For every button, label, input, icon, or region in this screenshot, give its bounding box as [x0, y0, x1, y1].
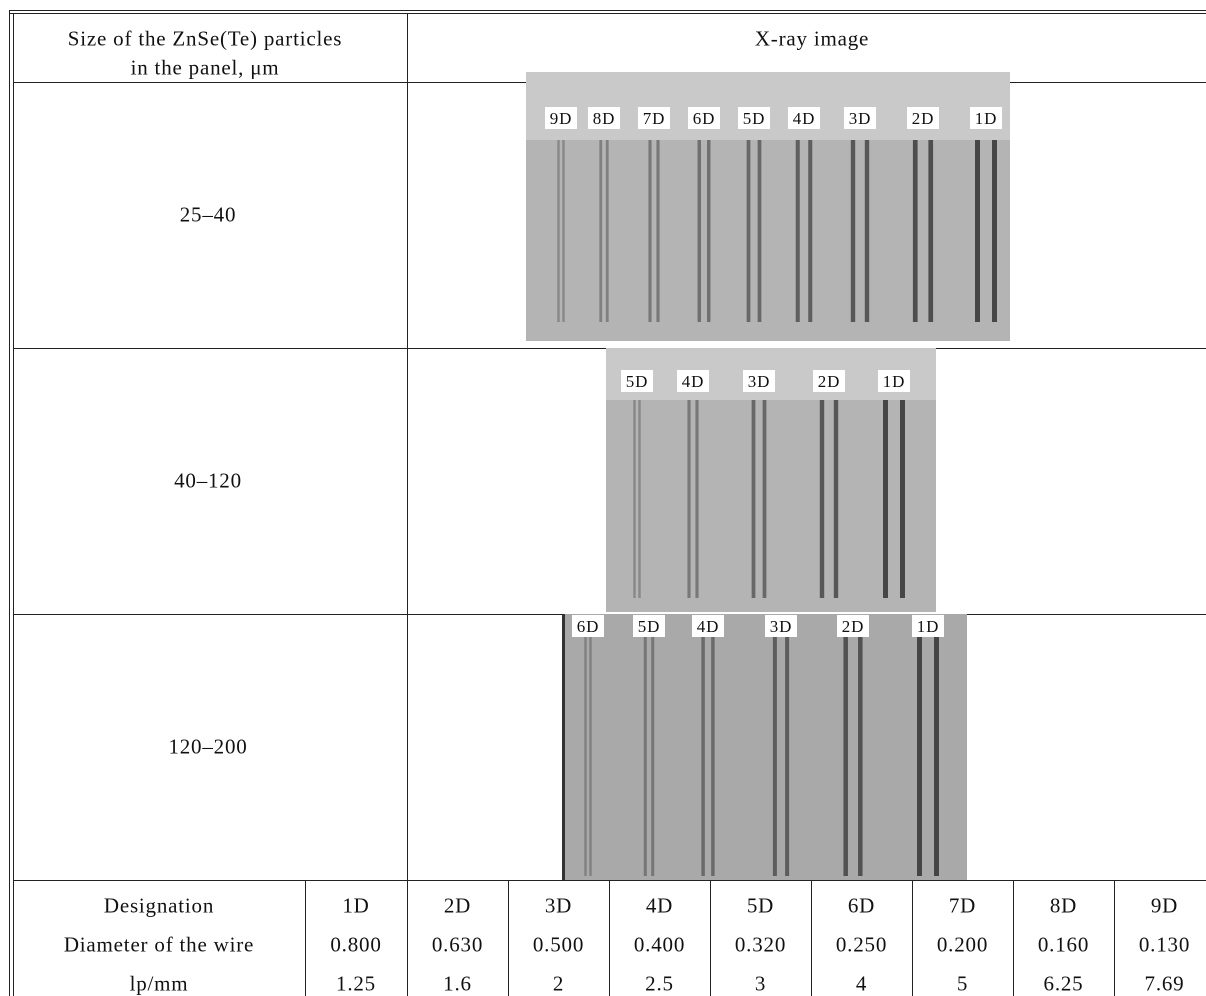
- wire-label: 4D: [697, 617, 719, 636]
- particle-size: 40–120: [174, 469, 242, 494]
- wire-label: 2D: [818, 372, 840, 391]
- rule: [13, 13, 14, 996]
- footer-value: 7.69: [1145, 972, 1185, 996]
- footer-value: 0.130: [1139, 933, 1190, 958]
- rule: [9, 13, 1206, 14]
- image-strip: [526, 72, 1010, 140]
- footer-value: 2: [553, 972, 564, 996]
- footer-value: 0.320: [735, 933, 786, 958]
- wire-label: 2D: [842, 617, 864, 636]
- footer-value: 0.800: [330, 933, 381, 958]
- rule: [9, 10, 10, 996]
- footer-value: 0.400: [634, 933, 685, 958]
- footer-value: 3D: [545, 894, 572, 919]
- wire-label: 3D: [849, 109, 871, 128]
- footer-value: 6D: [848, 894, 875, 919]
- header-text: X-ray image: [755, 27, 869, 52]
- wire-label: 6D: [577, 617, 599, 636]
- wire-label: 6D: [693, 109, 715, 128]
- wire-label: 1D: [917, 617, 939, 636]
- particle-size: 120–200: [168, 735, 247, 760]
- wire-label: 1D: [883, 372, 905, 391]
- wire-label: 7D: [643, 109, 665, 128]
- footer-value: 0.250: [836, 933, 887, 958]
- wire-label: 1D: [975, 109, 997, 128]
- footer-value: 0.160: [1038, 933, 1089, 958]
- wire-label: 9D: [550, 109, 572, 128]
- footer-value: 0.630: [432, 933, 483, 958]
- footer-value: 7D: [949, 894, 976, 919]
- wire-label: 8D: [593, 109, 615, 128]
- footer-value: 5D: [747, 894, 774, 919]
- rule: [9, 10, 1206, 11]
- footer-value: 2.5: [645, 972, 674, 996]
- footer-value: 2D: [444, 894, 471, 919]
- footer-value: 0.200: [937, 933, 988, 958]
- wire-label: 4D: [793, 109, 815, 128]
- rule: [609, 880, 610, 996]
- xray-image: 9D 8D 7D 6D 5D 4D 3D 2D 1D: [526, 72, 1010, 341]
- footer-value: 6.25: [1044, 972, 1084, 996]
- wire-label: 4D: [682, 372, 704, 391]
- footer-value: 4: [856, 972, 867, 996]
- rule: [305, 880, 306, 996]
- wire-label: 3D: [770, 617, 792, 636]
- rule: [1114, 880, 1115, 996]
- rule: [710, 880, 711, 996]
- wire-label: 5D: [638, 617, 660, 636]
- footer-value: 8D: [1050, 894, 1077, 919]
- xray-image: 5D 4D 3D 2D 1D: [606, 348, 936, 612]
- wire-label: 3D: [748, 372, 770, 391]
- footer-value: 1.25: [336, 972, 376, 996]
- footer-label: Designation: [104, 894, 214, 919]
- xray-image: 6D 5D 4D 3D 2D 1D: [562, 614, 967, 880]
- wire-label: 5D: [743, 109, 765, 128]
- rule: [1013, 880, 1014, 996]
- particle-size: 25–40: [180, 203, 237, 228]
- image-background: [562, 614, 967, 880]
- footer-label: lp/mm: [130, 972, 189, 996]
- rule: [407, 13, 408, 996]
- footer-value: 5: [957, 972, 968, 996]
- header-text: in the panel, μm: [131, 56, 280, 81]
- wire-label: 5D: [626, 372, 648, 391]
- footer-label: Diameter of the wire: [64, 933, 254, 958]
- wire-label: 2D: [912, 109, 934, 128]
- footer-value: 0.500: [533, 933, 584, 958]
- rule: [508, 880, 509, 996]
- page: Size of the ZnSe(Te) particles in the pan…: [0, 0, 1206, 996]
- header-text: Size of the ZnSe(Te) particles: [68, 27, 342, 52]
- image-edge: [562, 614, 565, 880]
- footer-value: 9D: [1151, 894, 1178, 919]
- footer-value: 1.6: [443, 972, 472, 996]
- footer-value: 1D: [342, 894, 369, 919]
- rule: [811, 880, 812, 996]
- rule: [912, 880, 913, 996]
- footer-value: 3: [755, 972, 766, 996]
- footer-value: 4D: [646, 894, 673, 919]
